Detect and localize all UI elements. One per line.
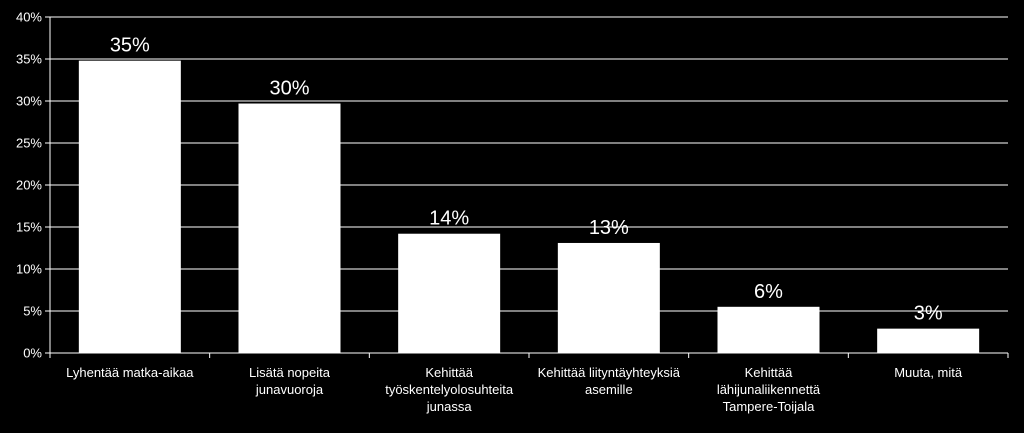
category-label: Muuta, mitä — [894, 365, 963, 380]
y-tick-label: 0% — [23, 346, 42, 361]
category-label: Kehittää työskentelyolosuhteita junassa — [385, 365, 514, 414]
bar — [557, 242, 660, 353]
category-label-line: Lyhentää matka-aikaa — [66, 365, 194, 380]
bar — [717, 306, 820, 353]
data-label: 3% — [914, 303, 943, 325]
category-label-line: Lisätä nopeita — [249, 365, 331, 380]
y-tick-labels: 0% 5% 10% 15% 20% 25% 30% 35% 40% — [16, 10, 42, 361]
data-label: 13% — [589, 217, 629, 239]
category-label-line: Tampere-Toijala — [723, 399, 816, 414]
bar — [78, 60, 181, 354]
category-labels: Lyhentää matka-aikaa Lisätä nopeita junavu… — [66, 365, 963, 414]
gridlines — [50, 16, 1008, 312]
y-tick-label: 30% — [16, 94, 42, 109]
category-label-line: Muuta, mitä — [894, 365, 963, 380]
category-label-line: asemille — [585, 382, 633, 397]
category-label: Lyhentää matka-aikaa — [66, 365, 194, 380]
y-tick-label: 5% — [23, 304, 42, 319]
y-tick-label: 35% — [16, 52, 42, 67]
data-labels: 35% 30% 14% 13% 6% 3% — [110, 35, 943, 325]
category-label-line: lähijunaliikennettä — [717, 382, 821, 397]
y-tick-label: 15% — [16, 220, 42, 235]
data-label: 35% — [110, 35, 150, 57]
category-label-line: junassa — [426, 399, 473, 414]
category-label-line: työskentelyolosuhteita — [385, 382, 514, 397]
category-label: Kehittää lähijunaliikennettä Tampere-Toija… — [717, 365, 821, 414]
bar — [877, 328, 980, 353]
category-label: Lisätä nopeita junavuoroja — [249, 365, 331, 397]
y-tick-label: 20% — [16, 178, 42, 193]
bars — [78, 60, 980, 354]
category-label-line: Kehittää — [425, 365, 473, 380]
y-tick-label: 25% — [16, 136, 42, 151]
category-label-line: junavuoroja — [255, 382, 324, 397]
category-label-line: Kehittää — [745, 365, 793, 380]
data-label: 30% — [269, 78, 309, 100]
y-tick-label: 10% — [16, 262, 42, 277]
bar — [238, 103, 341, 354]
bar — [398, 233, 501, 353]
category-label: Kehittää liityntäyhteyksiä asemille — [538, 365, 681, 397]
axes — [45, 16, 1009, 358]
category-label-line: Kehittää liityntäyhteyksiä — [538, 365, 681, 380]
data-label: 6% — [754, 281, 783, 303]
y-tick-label: 40% — [16, 10, 42, 25]
data-label: 14% — [429, 208, 469, 230]
